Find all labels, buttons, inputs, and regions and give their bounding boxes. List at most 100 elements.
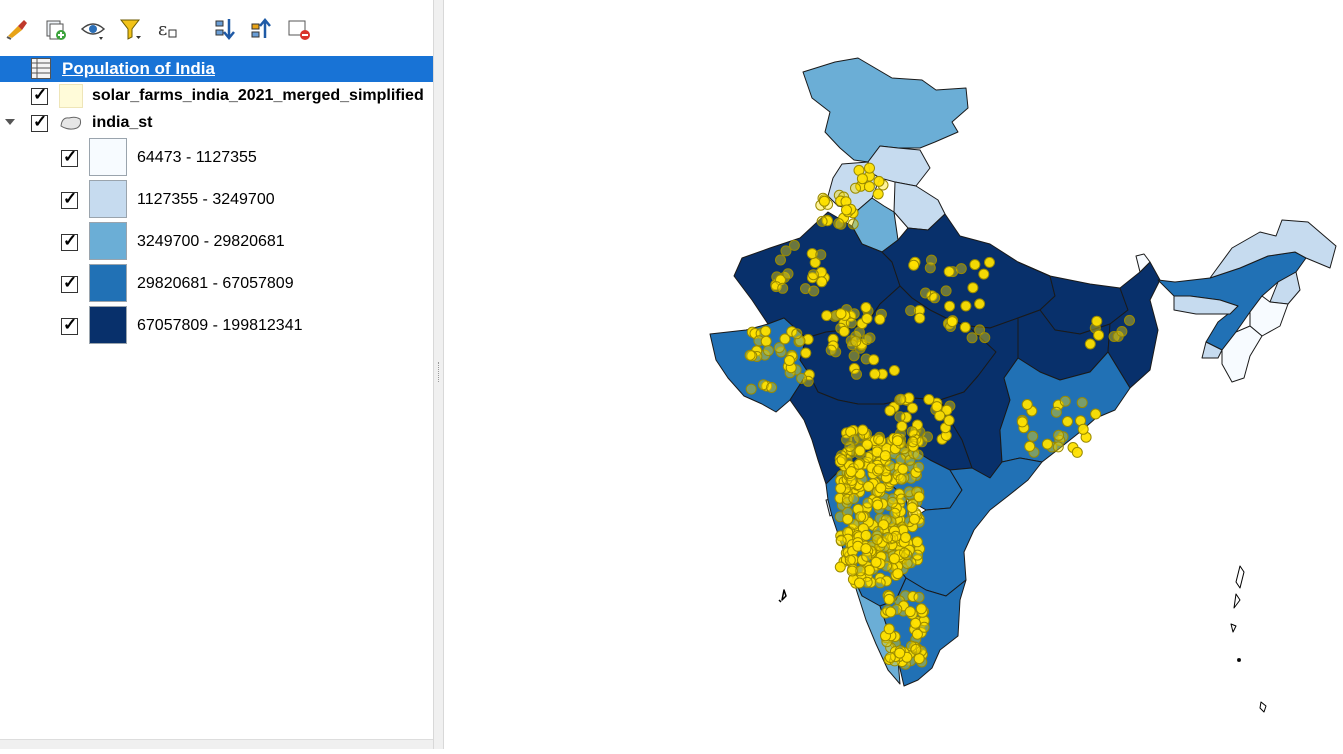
expand-all-icon[interactable] (212, 16, 238, 42)
legend-class-row[interactable]: 3249700 - 29820681 (0, 222, 433, 264)
class-color-swatch (89, 138, 127, 176)
solar-farm-point (1108, 331, 1120, 342)
state-tripura (1201, 341, 1223, 359)
class-label: 1127355 - 3249700 (137, 191, 275, 208)
legend-class-row[interactable]: 29820681 - 67057809 (0, 264, 433, 306)
solar-farm-point (796, 372, 808, 384)
solar-farm-point (861, 439, 873, 451)
solar-farm-point (861, 313, 873, 324)
solar-farm-point (836, 454, 848, 466)
legend-class-row[interactable]: 67057809 - 199812341 (0, 306, 433, 348)
solar-farm-point (940, 285, 952, 297)
solar-farm-point (887, 493, 899, 505)
solar-farm-point (913, 653, 925, 665)
solar-farm-point (870, 556, 882, 568)
solar-farm-point (806, 248, 818, 260)
layer-group-population-of-india[interactable]: Population of India (0, 56, 433, 82)
class-visibility-checkbox[interactable] (61, 315, 78, 335)
solar-farm-point (1124, 314, 1135, 326)
state-nicobar-2 (1259, 701, 1267, 713)
solar-farm-point (779, 333, 791, 345)
solar-farm-point (895, 473, 907, 485)
solar-farm-point (911, 628, 923, 640)
class-visibility-checkbox[interactable] (61, 147, 78, 167)
solar-farm-point (934, 410, 946, 422)
solar-farm-point (979, 332, 991, 344)
expand-arrow-icon[interactable] (5, 119, 15, 125)
solar-farm-point (944, 300, 956, 312)
layer-visibility-checkbox[interactable] (31, 112, 48, 132)
class-visibility-checkbox[interactable] (61, 189, 78, 209)
layer-visibility-checkbox[interactable] (31, 85, 48, 105)
remove-layer-icon[interactable] (286, 16, 312, 42)
solar-farm-point (1091, 315, 1103, 327)
solar-farm-point (907, 436, 919, 448)
solar-farm-point (848, 434, 860, 446)
horizontal-scrollbar[interactable] (0, 739, 433, 749)
solar-farm-point (841, 204, 852, 216)
solar-farm-point (835, 308, 847, 320)
solar-farm-point (875, 482, 887, 494)
solar-farm-point (915, 603, 927, 615)
class-color-swatch (89, 222, 127, 260)
class-label: 67057809 - 199812341 (137, 317, 303, 334)
solar-farm-point (857, 424, 869, 436)
legend-class-row[interactable]: 1127355 - 3249700 (0, 180, 433, 222)
filter-expression-icon[interactable]: ε (156, 16, 182, 42)
solar-farm-point (908, 259, 920, 271)
solar-farm-point (1024, 440, 1036, 452)
class-visibility-checkbox[interactable] (61, 273, 78, 293)
solar-farm-point (913, 591, 925, 603)
solar-farm-point (871, 534, 883, 545)
add-group-icon[interactable] (42, 16, 68, 42)
solar-farm-point (853, 459, 865, 470)
solar-farm-point (959, 321, 971, 333)
class-color-swatch (89, 180, 127, 218)
solar-farm-point (910, 617, 921, 629)
legend-class-row[interactable]: 64473 - 1127355 (0, 138, 433, 180)
solar-farm-point (913, 491, 925, 503)
solar-farm-point (881, 575, 892, 587)
solar-farm-point (885, 606, 897, 618)
group-title: Population of India (62, 59, 215, 78)
solar-farm-point (913, 461, 925, 473)
solar-farm-point (760, 325, 772, 337)
solar-farm-point (869, 368, 881, 380)
layer-row-india-st[interactable]: india_st (0, 111, 433, 137)
solar-farm-point (896, 420, 908, 432)
solar-farm-point (861, 334, 873, 346)
solar-farm-point (899, 547, 910, 559)
solar-farm-point (943, 414, 955, 426)
solar-farm-point (914, 312, 926, 324)
panel-splitter[interactable] (433, 0, 444, 749)
solar-farm-point (863, 564, 875, 576)
class-label: 29820681 - 67057809 (137, 275, 294, 292)
solar-farm-point (760, 335, 772, 347)
class-visibility-checkbox[interactable] (61, 231, 78, 251)
solar-farm-point (855, 511, 866, 523)
visibility-eye-icon[interactable] (80, 16, 106, 42)
solar-farm-point (1059, 395, 1071, 407)
solar-farm-point (874, 313, 886, 325)
layer-row-solar-farms[interactable]: solar_farms_india_2021_merged_simplified (0, 84, 433, 110)
filter-legend-icon[interactable] (118, 16, 144, 42)
map-canvas[interactable] (444, 0, 1343, 749)
solar-farm-point (1062, 416, 1073, 427)
solar-farm-point (1090, 408, 1102, 420)
solar-farm-point (873, 433, 885, 445)
solar-farm-point (848, 492, 860, 504)
solar-farm-point (884, 460, 896, 472)
solar-farm-point (872, 465, 884, 477)
collapse-all-icon[interactable] (248, 16, 274, 42)
style-brush-icon[interactable] (4, 16, 30, 42)
solar-farm-point (848, 363, 860, 374)
solar-farm-point (890, 530, 902, 542)
solar-farm-point (906, 426, 918, 438)
solar-farm-point (888, 553, 900, 565)
solar-farm-point (757, 379, 769, 391)
solar-farm-point (1076, 397, 1088, 409)
state-nicobar-1 (1237, 658, 1241, 662)
map-svg[interactable] (444, 0, 1343, 749)
polygon-layer-icon (59, 114, 83, 132)
solar-farm-point (912, 449, 924, 461)
